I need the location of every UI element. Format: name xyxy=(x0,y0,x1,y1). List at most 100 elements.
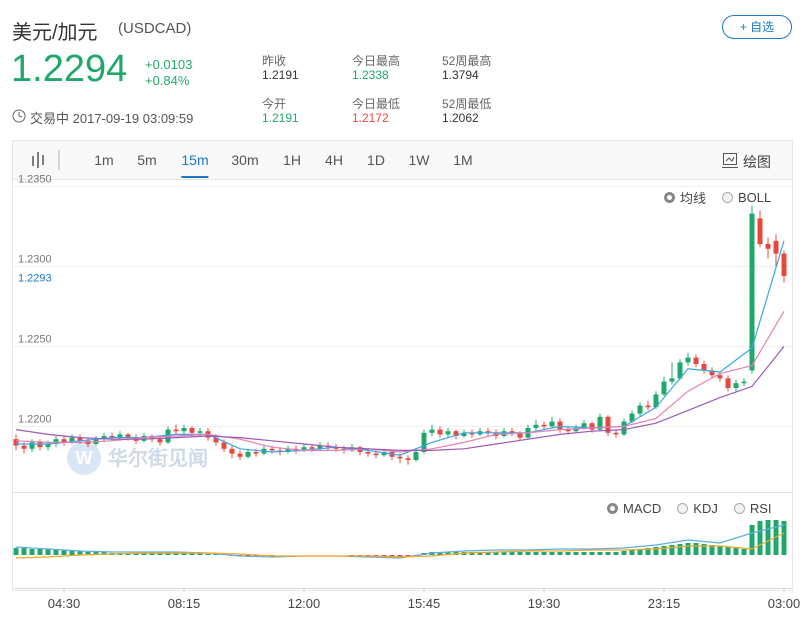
macd-bar xyxy=(85,552,91,555)
interval-button[interactable]: 5m xyxy=(137,152,157,168)
macd-bar xyxy=(133,553,139,555)
macd-bar xyxy=(629,550,635,555)
candle-body xyxy=(661,381,667,395)
candle-body xyxy=(253,452,259,454)
macd-bar xyxy=(149,553,155,555)
x-tick-label: 19:30 xyxy=(528,596,561,611)
candle-body xyxy=(461,432,467,436)
indicator-option[interactable]: RSI xyxy=(733,501,772,516)
macd-bar xyxy=(197,553,203,555)
interval-button[interactable]: 1W xyxy=(408,152,430,168)
candle-body xyxy=(437,429,443,435)
stat-label: 今开 xyxy=(262,97,287,111)
candle-body xyxy=(773,240,779,254)
candle-body xyxy=(173,429,179,432)
interval-button[interactable]: 4H xyxy=(325,152,343,168)
macd-bar xyxy=(677,544,683,555)
stat-value: 1.2191 xyxy=(262,68,299,82)
macd-bar xyxy=(37,549,43,555)
radio-dot xyxy=(722,192,734,203)
candle-body xyxy=(733,383,739,388)
interval-button[interactable]: 1m xyxy=(94,152,114,168)
candle-body xyxy=(741,381,747,384)
candle-body xyxy=(725,378,731,388)
indicator-option[interactable]: KDJ xyxy=(677,501,718,516)
candle-body xyxy=(269,448,275,451)
candle-body xyxy=(429,429,435,433)
interval-button[interactable]: 1H xyxy=(283,152,301,168)
macd-bar xyxy=(685,543,691,555)
stat-value: 1.2191 xyxy=(262,111,299,125)
interval-button[interactable]: 1M xyxy=(453,152,473,168)
macd-bar xyxy=(613,552,619,555)
macd-bar xyxy=(53,550,59,555)
candle-body xyxy=(749,213,755,371)
interval-button[interactable]: 1D xyxy=(367,152,385,168)
macd-bar xyxy=(373,555,379,556)
stat-label: 52周最高 xyxy=(442,54,492,68)
candle-body xyxy=(61,439,67,443)
candle-body xyxy=(677,362,683,379)
x-tick-label: 12:00 xyxy=(288,596,321,611)
candle-body xyxy=(637,405,643,414)
candle-body xyxy=(765,244,771,249)
interval-button[interactable]: 15m xyxy=(181,152,209,178)
macd-bar xyxy=(509,552,515,555)
candle-body xyxy=(693,357,699,364)
candle-body xyxy=(613,432,619,435)
candle-body xyxy=(669,378,675,382)
macd-bar xyxy=(557,552,563,555)
candle-body xyxy=(53,439,59,444)
candle-body xyxy=(285,448,291,452)
macd-bar xyxy=(485,552,491,555)
candle-body xyxy=(221,442,227,449)
candle-body xyxy=(141,436,147,441)
macd-bar xyxy=(565,552,571,555)
candle-body xyxy=(757,218,763,244)
pair-code: (USDCAD) xyxy=(118,20,192,37)
macd-bar xyxy=(533,552,539,555)
timestamp: 2017-09-19 03:09:59 xyxy=(72,111,194,126)
macd-bar xyxy=(749,525,755,555)
interval-button[interactable]: 30m xyxy=(231,152,259,168)
indicator-option[interactable]: MACD xyxy=(607,501,661,516)
candle-body xyxy=(109,436,115,438)
candle-body xyxy=(229,448,235,454)
change-pct: +0.84% xyxy=(145,73,190,88)
indicator-name: KDJ xyxy=(693,501,718,516)
candle-body xyxy=(189,428,195,433)
candle-body xyxy=(445,431,451,435)
indicator-option[interactable]: 均线 xyxy=(664,188,706,207)
candle-body xyxy=(13,439,19,446)
candle-body xyxy=(117,434,123,438)
candle-body xyxy=(653,394,659,408)
draw-button[interactable]: 绘图 xyxy=(743,154,771,170)
candle-body xyxy=(485,431,491,433)
draw-icon xyxy=(722,153,738,168)
macd-bar xyxy=(469,552,475,555)
line-series xyxy=(15,310,785,453)
candle-body xyxy=(237,453,243,457)
macd-bar xyxy=(765,520,771,555)
candle-body xyxy=(421,432,427,452)
candle-body xyxy=(213,437,219,443)
candle-body xyxy=(717,375,723,379)
indicator-option[interactable]: BOLL xyxy=(722,188,771,207)
indicator-name: MACD xyxy=(623,501,662,516)
stat-label: 昨收 xyxy=(262,54,287,68)
candle-body xyxy=(397,456,403,459)
macd-bar xyxy=(61,550,67,555)
macd-bar xyxy=(653,547,659,555)
x-tick-label: 03:00 xyxy=(768,596,801,611)
macd-bar xyxy=(77,551,83,555)
y-tick-label: 1.2300 xyxy=(18,253,52,265)
candle-body xyxy=(581,423,587,428)
macd-bar xyxy=(405,555,411,557)
line-series xyxy=(15,532,785,559)
candle-body xyxy=(317,445,323,449)
y-tick-label: 1.2200 xyxy=(18,413,52,425)
radio-dot xyxy=(733,503,745,514)
watch-button[interactable]: + 自选 xyxy=(722,15,792,39)
line-series xyxy=(15,346,785,451)
